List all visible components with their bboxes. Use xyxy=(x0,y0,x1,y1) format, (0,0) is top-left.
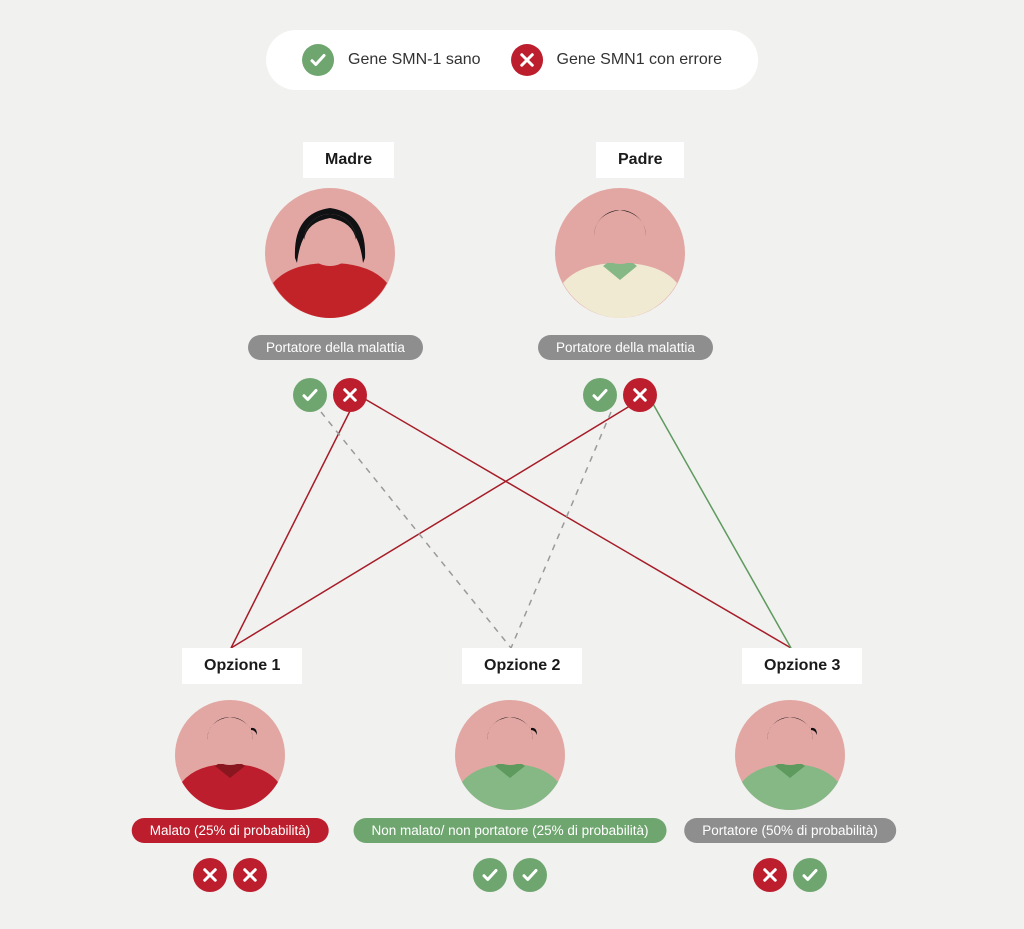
check-icon xyxy=(583,378,617,412)
father-genes xyxy=(583,378,657,412)
check-icon xyxy=(293,378,327,412)
check-icon xyxy=(793,858,827,892)
cross-icon xyxy=(233,858,267,892)
option-3-status: Portatore (50% di probabilità) xyxy=(684,818,896,843)
legend-error-label: Gene SMN1 con errore xyxy=(557,51,722,69)
mother-status: Portatore della malattia xyxy=(248,335,423,360)
option-2-genes xyxy=(473,858,547,892)
check-icon xyxy=(302,44,334,76)
cross-icon xyxy=(623,378,657,412)
option-1-status: Malato (25% di probabilità) xyxy=(132,818,329,843)
legend-box: Gene SMN-1 sano Gene SMN1 con errore xyxy=(266,30,758,90)
check-icon xyxy=(473,858,507,892)
cross-icon xyxy=(511,44,543,76)
father-status: Portatore della malattia xyxy=(538,335,713,360)
mother-genes xyxy=(293,378,367,412)
option-3-genes xyxy=(753,858,827,892)
option-1-genes xyxy=(193,858,267,892)
cross-icon xyxy=(333,378,367,412)
father-label: Padre xyxy=(596,142,684,178)
option-2-label: Opzione 2 xyxy=(462,648,582,684)
cross-icon xyxy=(753,858,787,892)
father-avatar xyxy=(555,188,685,318)
cross-icon xyxy=(193,858,227,892)
option-3-label: Opzione 3 xyxy=(742,648,862,684)
option-1-label: Opzione 1 xyxy=(182,648,302,684)
mother-avatar xyxy=(265,188,395,318)
legend-healthy-label: Gene SMN-1 sano xyxy=(348,51,481,69)
mother-label: Madre xyxy=(303,142,394,178)
legend-error: Gene SMN1 con errore xyxy=(511,44,722,76)
legend-healthy: Gene SMN-1 sano xyxy=(302,44,481,76)
option-2-status: Non malato/ non portatore (25% di probab… xyxy=(354,818,667,843)
check-icon xyxy=(513,858,547,892)
